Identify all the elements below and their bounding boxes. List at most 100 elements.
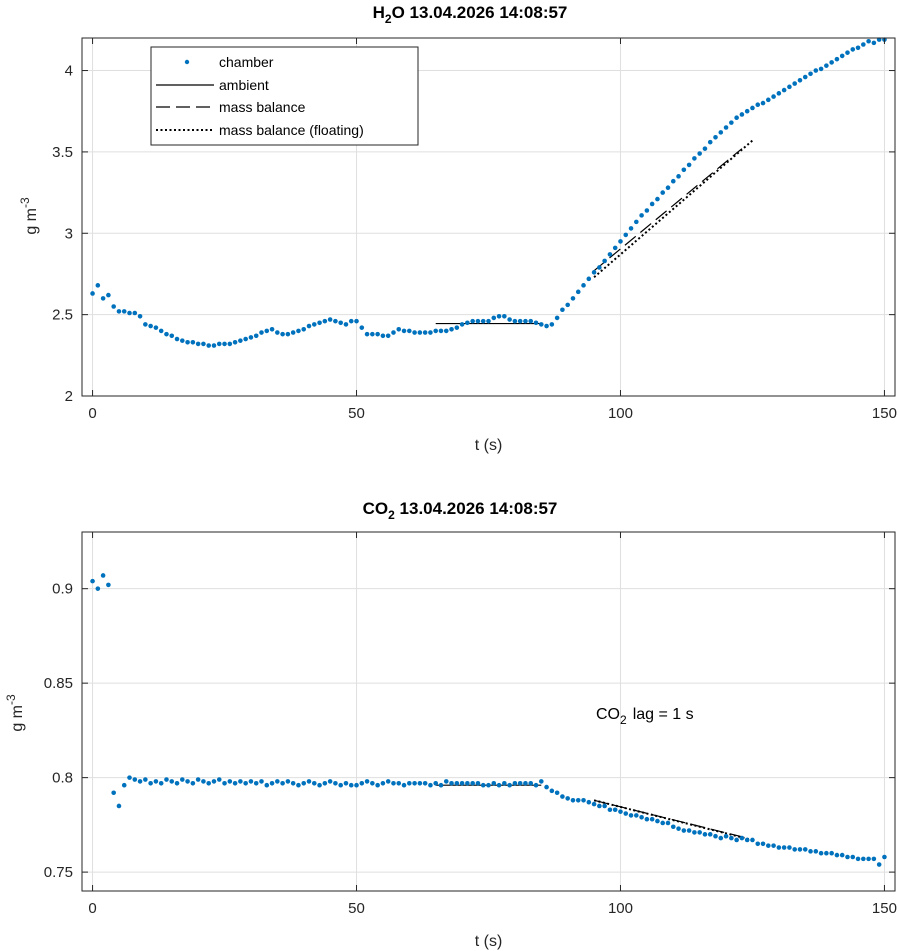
co2-xtick-label: 50	[348, 900, 365, 917]
h2o-chamber-point	[253, 333, 259, 339]
h2o-chamber-point	[618, 239, 623, 244]
co2-chamber-point	[143, 777, 148, 782]
h2o-chamber-point	[449, 326, 454, 332]
co2-chamber-point	[116, 803, 122, 809]
co2-chamber-point	[665, 820, 671, 826]
h2o-chamber-point	[739, 112, 745, 117]
h2o-chamber-point	[201, 341, 206, 347]
co2-chamber-point	[523, 781, 528, 786]
h2o-chamber-point	[275, 330, 280, 335]
h2o-chamber-point	[322, 318, 328, 324]
h2o-chamber-point	[871, 40, 877, 46]
co2-chamber-point	[248, 779, 254, 784]
co2-chamber-point	[364, 779, 370, 784]
h2o-x-ticks: 0 50 100 150	[88, 38, 897, 422]
h2o-xtick-label: 100	[608, 405, 633, 422]
co2-chamber-point	[612, 807, 618, 813]
h2o-chamber-point	[137, 313, 143, 319]
co2-chamber-point	[871, 856, 877, 862]
co2-chamber-point	[396, 781, 402, 786]
h2o-chamber-point	[206, 343, 212, 348]
h2o-chamber-point	[644, 208, 650, 213]
h2o-ytick-label: 2.5	[52, 307, 73, 324]
co2-x-ticks: 0 50 100 150	[88, 532, 897, 917]
h2o-chamber-point	[470, 318, 475, 324]
co2-chamber-point	[370, 781, 375, 786]
co2-chamber-point	[797, 847, 803, 852]
co2-chamber-point	[480, 782, 486, 788]
h2o-chamber-point	[502, 313, 507, 319]
co2-chamber-point	[222, 781, 227, 786]
h2o-chamber-point	[127, 310, 132, 316]
co2-chamber-point	[174, 781, 180, 786]
co2-axes-box	[81, 531, 896, 892]
co2-chamber-point	[792, 847, 797, 852]
h2o-chamber-point	[359, 325, 365, 330]
co2-chamber-point	[781, 845, 787, 850]
co2-chamber-point	[359, 781, 365, 786]
h2o-chamber-points	[90, 37, 887, 348]
h2o-chamber-point	[707, 139, 713, 145]
h2o-chamber-point	[143, 322, 148, 327]
co2-chamber-point	[581, 798, 586, 803]
co2-chamber-point	[185, 779, 190, 784]
legend-chamber-label: chamber	[219, 54, 274, 70]
h2o-ytick-label: 3.5	[52, 144, 73, 161]
h2o-chamber-point	[153, 325, 159, 330]
co2-chamber-point	[718, 835, 724, 841]
legend-box	[150, 46, 419, 146]
co2-chamber-point	[744, 837, 750, 843]
co2-chamber-point	[681, 828, 687, 833]
co2-chamber-point	[876, 862, 882, 867]
co2-chamber-point	[565, 796, 570, 801]
h2o-chamber-point	[438, 328, 444, 334]
h2o-chamber-point	[845, 50, 850, 55]
co2-chamber-point	[317, 782, 322, 788]
h2o-chamber-point	[528, 318, 534, 324]
co2-chamber-point	[586, 799, 592, 805]
h2o-chamber-point	[723, 125, 729, 130]
co2-y-axis-label: g m-3	[4, 694, 26, 732]
h2o-chamber-point	[523, 318, 528, 324]
co2-chamber-point	[121, 782, 127, 788]
co2-chamber-point	[169, 779, 175, 784]
co2-mass-balance-floating-line	[593, 799, 753, 841]
co2-chamber-point	[544, 784, 549, 790]
co2-chamber-point	[428, 782, 433, 788]
h2o-chamber-point	[612, 245, 618, 251]
co2-chamber-point	[180, 777, 185, 782]
co2-y-ticks: 0.75 0.8 0.85 0.9	[44, 581, 895, 881]
co2-chamber-point	[597, 803, 602, 809]
h2o-chamber-point	[396, 326, 402, 332]
h2o-chamber-point	[195, 341, 201, 347]
co2-chamber-point	[206, 781, 212, 786]
co2-grid	[82, 532, 895, 891]
h2o-chamber-point	[861, 42, 866, 47]
h2o-chamber-point	[581, 283, 586, 288]
co2-chamber-point	[211, 779, 217, 784]
h2o-chamber-point	[364, 331, 370, 337]
co2-chamber-point	[164, 777, 169, 782]
co2-lag-annotation: CO2 lag = 1 s	[596, 706, 694, 727]
h2o-chamber-point	[586, 276, 592, 282]
h2o-chamber-point	[417, 330, 423, 335]
h2o-chamber-point	[517, 318, 523, 324]
co2-chamber-point	[729, 835, 734, 841]
h2o-chamber-point	[591, 270, 597, 275]
h2o-chamber-point	[433, 328, 439, 334]
co2-chamber-point	[285, 779, 291, 784]
h2o-chamber-point	[818, 66, 824, 72]
co2-chamber-point	[195, 777, 201, 782]
h2o-mass-balance-floating-line	[593, 139, 754, 278]
co2-chamber-point	[723, 833, 729, 839]
co2-chamber-point	[686, 828, 692, 833]
co2-chamber-point	[866, 856, 871, 862]
h2o-chamber-point	[496, 313, 502, 319]
co2-chamber-point	[538, 779, 544, 784]
co2-chamber-point	[106, 582, 111, 588]
h2o-chamber-point	[121, 309, 127, 314]
co2-chamber-point	[253, 781, 259, 786]
co2-chamber-point	[201, 779, 206, 784]
h2o-chamber-point	[839, 53, 845, 59]
